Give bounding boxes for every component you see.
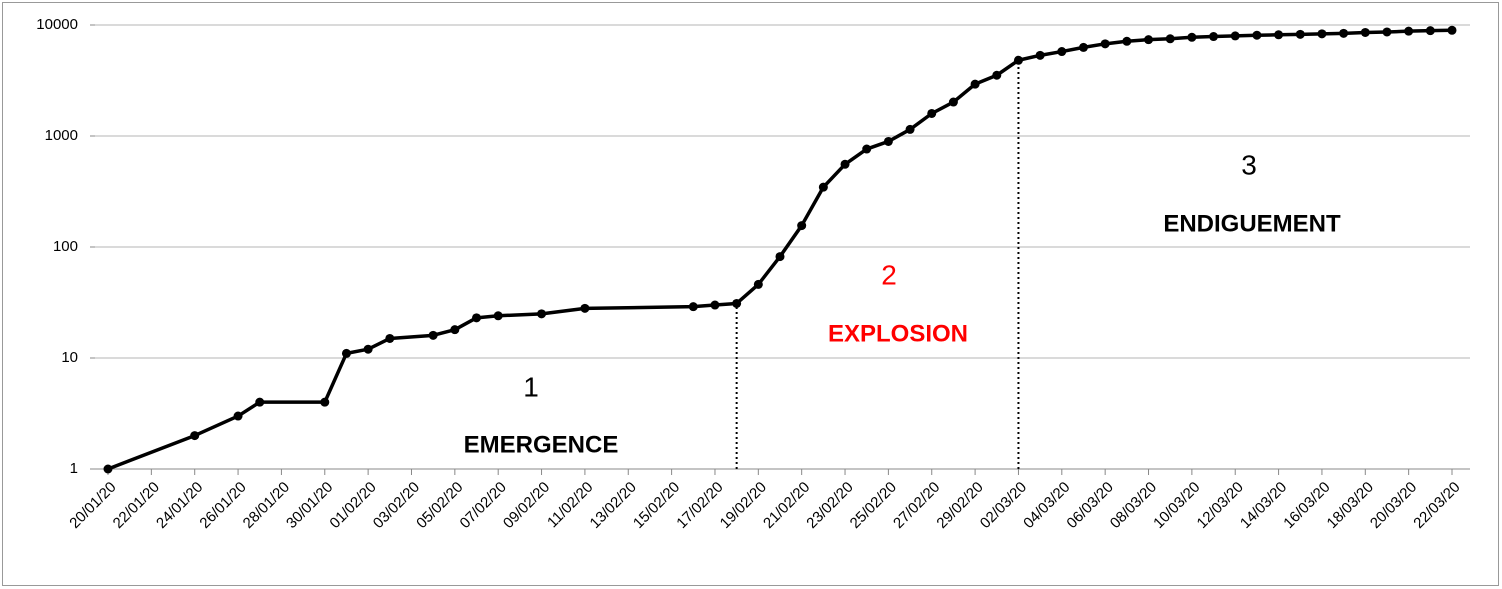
data-point bbox=[1035, 50, 1045, 60]
data-point bbox=[385, 333, 395, 343]
x-tick-label: 20/03/20 bbox=[1367, 479, 1420, 532]
data-point bbox=[320, 397, 330, 407]
data-point bbox=[775, 252, 785, 262]
data-point bbox=[1425, 26, 1435, 36]
data-point bbox=[1209, 32, 1219, 42]
x-tick-label: 07/02/20 bbox=[457, 479, 510, 532]
x-tick-label: 06/03/20 bbox=[1063, 479, 1116, 532]
data-point bbox=[927, 108, 937, 118]
y-tick-label: 1 bbox=[70, 460, 78, 477]
x-tick-label: 08/03/20 bbox=[1107, 479, 1160, 532]
data-point bbox=[1339, 28, 1349, 38]
x-tick-label: 17/02/20 bbox=[673, 479, 726, 532]
data-point bbox=[1252, 30, 1262, 40]
data-point bbox=[428, 330, 438, 340]
x-tick-label: 27/02/20 bbox=[890, 479, 943, 532]
data-point bbox=[233, 411, 243, 421]
data-point bbox=[1122, 36, 1132, 46]
x-tick-label: 03/02/20 bbox=[370, 479, 423, 532]
annotation: 1 bbox=[523, 371, 539, 402]
x-tick-label: 21/02/20 bbox=[760, 479, 813, 532]
annotation: EXPLOSION bbox=[828, 320, 968, 347]
y-tick-label: 100 bbox=[53, 238, 78, 255]
data-point bbox=[1165, 34, 1175, 44]
x-tick-label: 09/02/20 bbox=[500, 479, 553, 532]
x-tick-label: 05/02/20 bbox=[413, 479, 466, 532]
data-point bbox=[1382, 27, 1392, 37]
x-tick-label: 14/03/20 bbox=[1237, 479, 1290, 532]
data-point bbox=[1360, 27, 1370, 37]
data-point bbox=[970, 79, 980, 89]
data-point bbox=[1100, 39, 1110, 49]
data-point bbox=[580, 303, 590, 313]
x-tick-label: 13/02/20 bbox=[587, 479, 640, 532]
x-tick-label: 29/02/20 bbox=[933, 479, 986, 532]
data-point bbox=[992, 70, 1002, 80]
data-point bbox=[862, 144, 872, 154]
data-point bbox=[1295, 29, 1305, 39]
data-point bbox=[1274, 30, 1284, 40]
y-tick-label: 10 bbox=[61, 349, 78, 366]
data-point bbox=[255, 397, 265, 407]
x-tick-label: 16/03/20 bbox=[1280, 479, 1333, 532]
data-point bbox=[1187, 32, 1197, 42]
data-point bbox=[1404, 26, 1414, 36]
data-point bbox=[363, 344, 373, 354]
data-point bbox=[710, 300, 720, 310]
x-tick-label: 26/01/20 bbox=[196, 479, 249, 532]
data-point bbox=[190, 431, 200, 441]
annotation: 2 bbox=[881, 259, 897, 290]
data-point bbox=[840, 159, 850, 169]
x-tick-label: 10/03/20 bbox=[1150, 479, 1203, 532]
data-point bbox=[103, 464, 113, 474]
x-tick-label: 02/03/20 bbox=[977, 479, 1030, 532]
annotation: 3 bbox=[1241, 149, 1257, 180]
x-tick-label: 23/02/20 bbox=[803, 479, 856, 532]
x-tick-label: 20/01/20 bbox=[66, 479, 119, 532]
data-point bbox=[341, 348, 351, 358]
data-point bbox=[797, 221, 807, 231]
data-point bbox=[753, 279, 763, 289]
y-tick-label: 1000 bbox=[45, 127, 78, 144]
data-point bbox=[688, 302, 698, 312]
y-tick-label: 10000 bbox=[36, 16, 78, 33]
data-point bbox=[905, 124, 915, 134]
x-tick-label: 19/02/20 bbox=[717, 479, 770, 532]
data-point bbox=[818, 182, 828, 192]
annotation: EMERGENCE bbox=[464, 431, 619, 458]
data-point bbox=[1230, 31, 1240, 41]
data-point bbox=[1447, 25, 1457, 35]
x-tick-label: 30/01/20 bbox=[283, 479, 336, 532]
annotation: ENDIGUEMENT bbox=[1163, 210, 1341, 237]
data-point bbox=[732, 298, 742, 308]
data-line bbox=[107, 28, 1453, 471]
data-point bbox=[948, 97, 958, 107]
x-tick-label: 18/03/20 bbox=[1324, 479, 1377, 532]
x-tick-label: 15/02/20 bbox=[630, 479, 683, 532]
x-tick-label: 22/03/20 bbox=[1410, 479, 1463, 532]
data-point bbox=[472, 313, 482, 323]
x-tick-label: 01/02/20 bbox=[326, 479, 379, 532]
data-point bbox=[1144, 35, 1154, 45]
x-tick-label: 22/01/20 bbox=[110, 479, 163, 532]
data-point bbox=[1078, 42, 1088, 52]
data-point bbox=[450, 325, 460, 335]
data-point bbox=[1317, 29, 1327, 39]
x-tick-label: 28/01/20 bbox=[240, 479, 293, 532]
data-point bbox=[537, 309, 547, 319]
x-tick-label: 04/03/20 bbox=[1020, 479, 1073, 532]
data-point bbox=[1013, 55, 1023, 65]
data-point bbox=[883, 136, 893, 146]
data-point bbox=[1057, 47, 1067, 57]
x-tick-label: 12/03/20 bbox=[1194, 479, 1247, 532]
x-tick-label: 24/01/20 bbox=[153, 479, 206, 532]
x-tick-label: 25/02/20 bbox=[847, 479, 900, 532]
data-point bbox=[493, 311, 503, 321]
